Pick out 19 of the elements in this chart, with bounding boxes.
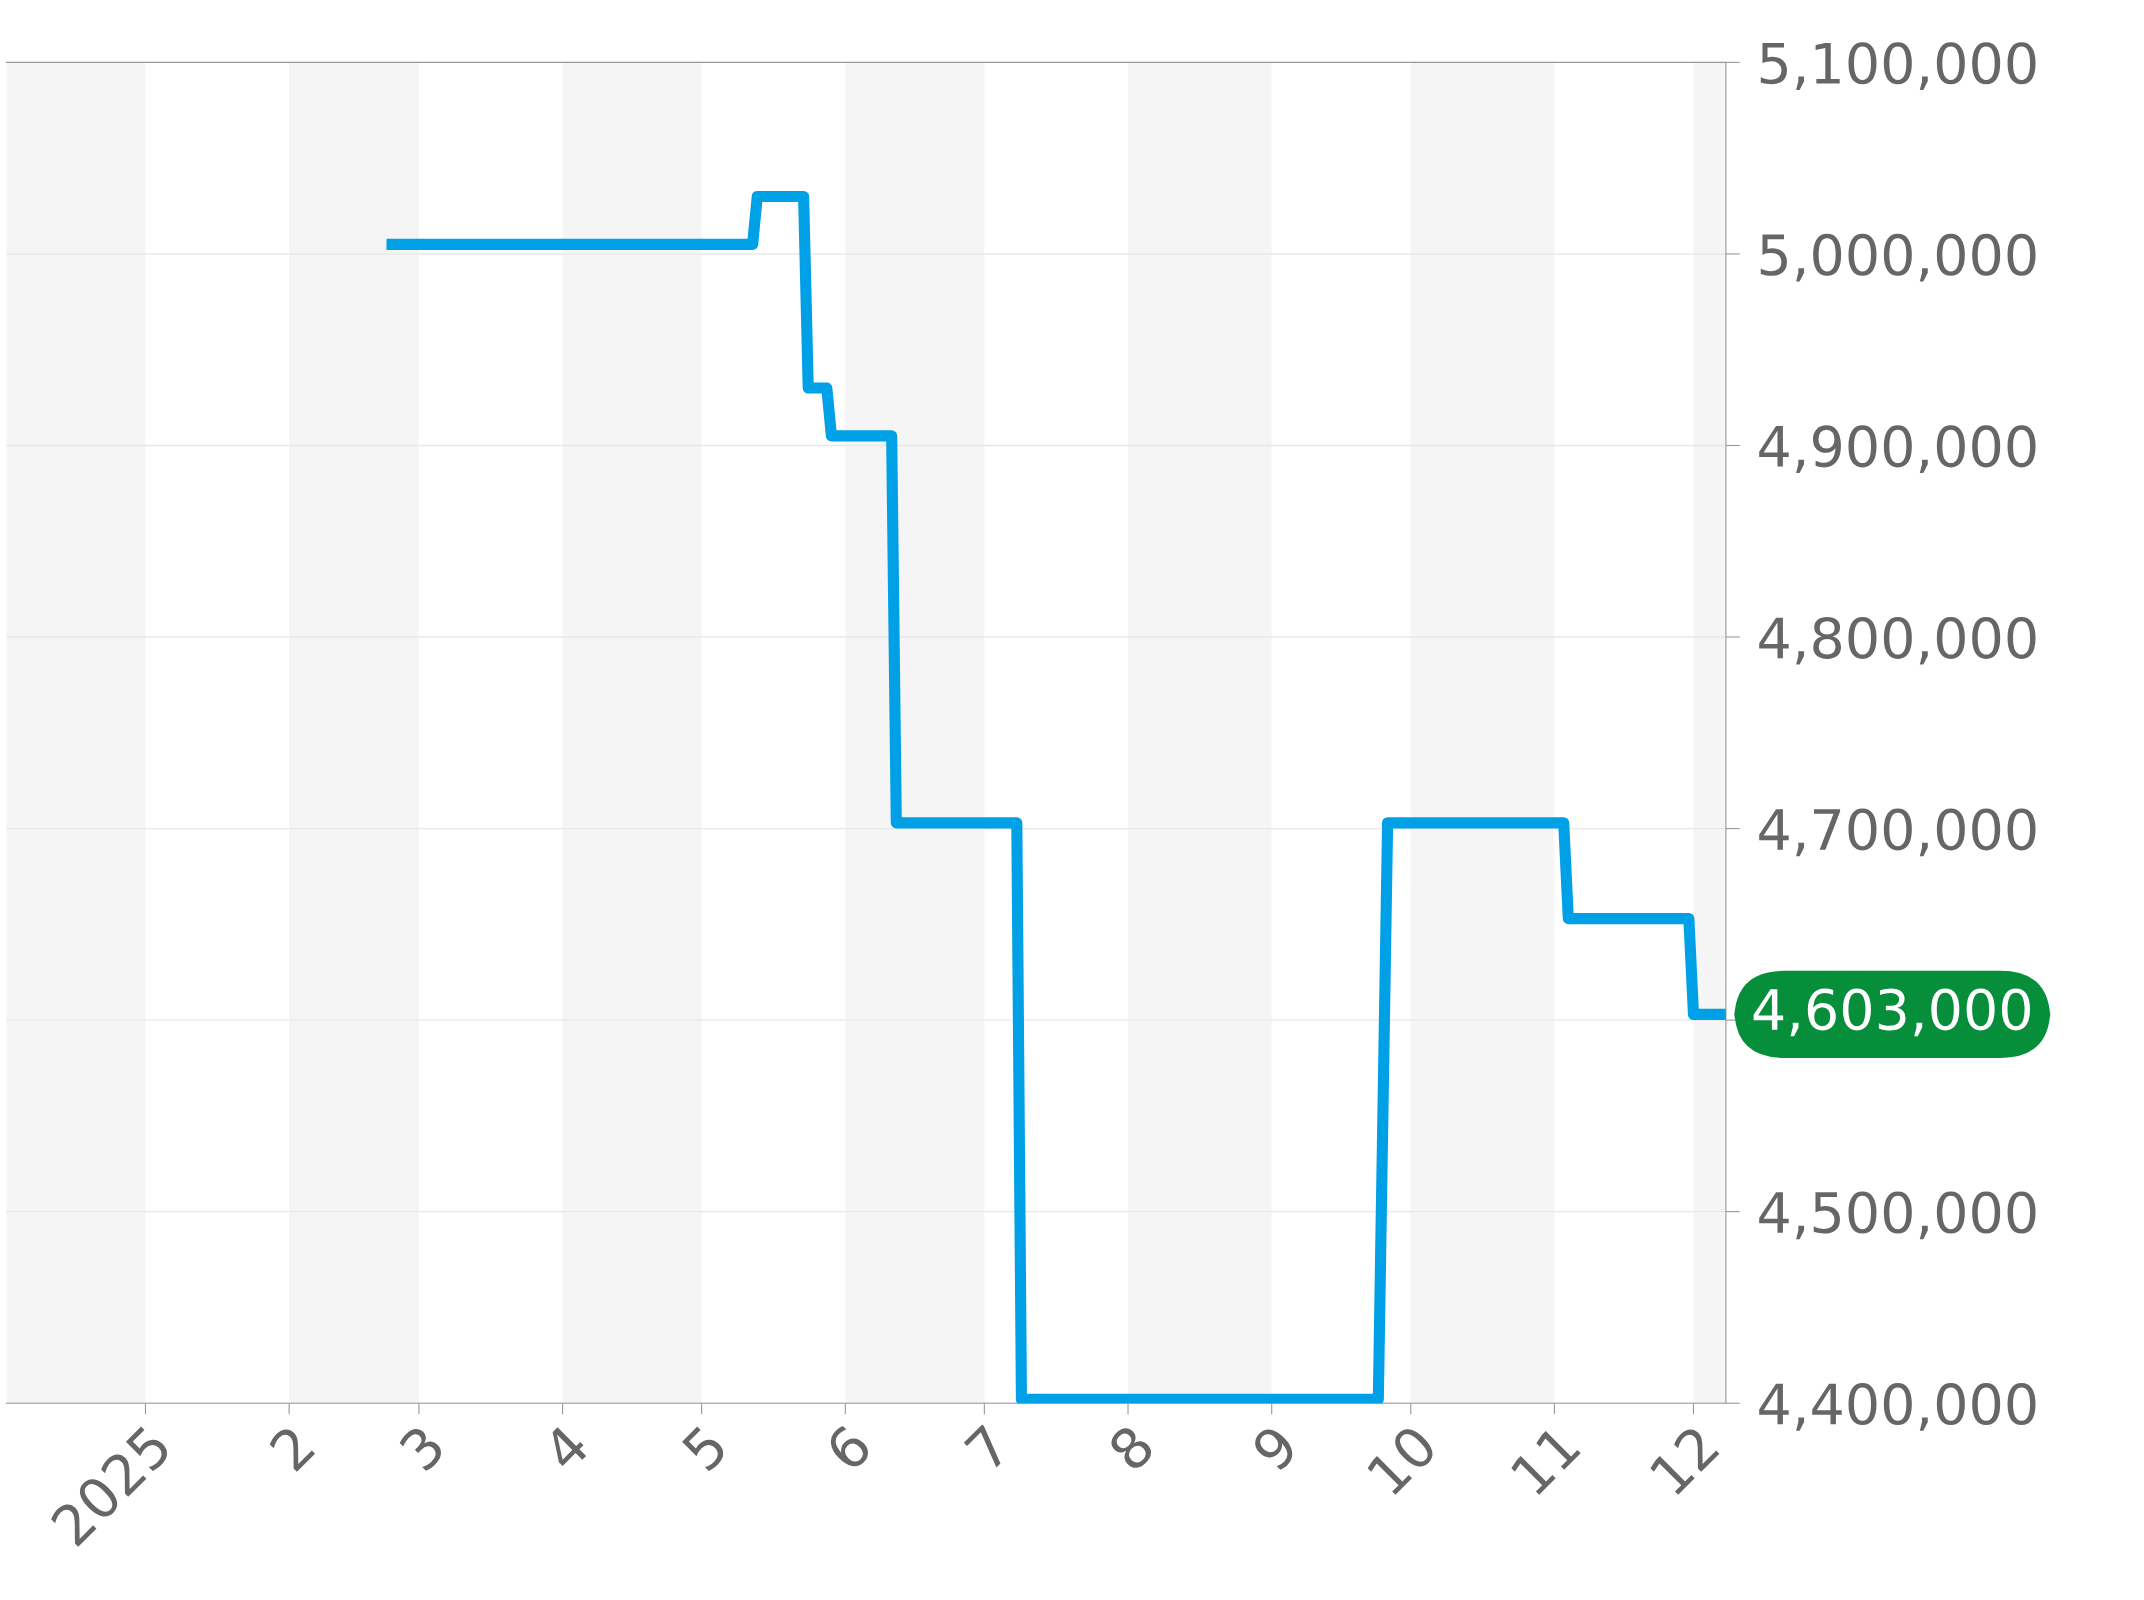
y-tick-label: 4,900,000 (1759, 425, 2036, 474)
y-tick-label: 4,400,000 (1759, 1383, 2036, 1431)
x-tick-label: 4 (540, 1423, 591, 1473)
x-tick-label: 2 (267, 1424, 316, 1472)
y-tick-label: 4,700,000 (1759, 808, 2036, 857)
y-tick-label: 4,800,000 (1759, 616, 2036, 665)
x-tick-label: 7 (963, 1424, 1011, 1472)
x-tick-label: 10 (1365, 1423, 1439, 1496)
x-tick-label: 11 (1509, 1424, 1581, 1496)
y-tick-label: 5,000,000 (1760, 233, 2036, 282)
annotation: 4,603,000 (1753, 988, 2030, 1037)
x-tick-label: 12 (1648, 1424, 1720, 1496)
y-tick-label: 5,100,000 (1760, 42, 2036, 90)
x-tick-label: 9 (1249, 1423, 1300, 1473)
x-tick-label: 5 (680, 1424, 729, 1473)
x-tick-label: 8 (1106, 1423, 1156, 1473)
x-tick-label: 6 (823, 1423, 874, 1473)
y-tick-label: 4,500,000 (1759, 1191, 2036, 1240)
x-tick-label: 3 (397, 1423, 447, 1473)
